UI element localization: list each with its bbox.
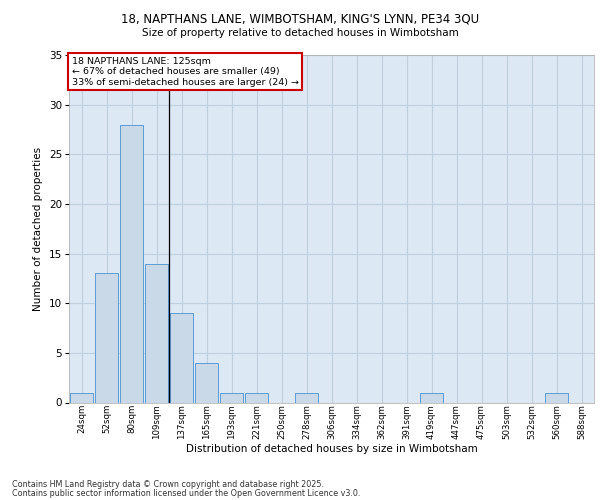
Bar — [170, 313, 193, 402]
Bar — [245, 392, 268, 402]
Bar — [420, 392, 443, 402]
Bar — [145, 264, 168, 402]
Text: Size of property relative to detached houses in Wimbotsham: Size of property relative to detached ho… — [142, 28, 458, 38]
Bar — [220, 392, 243, 402]
Text: Contains HM Land Registry data © Crown copyright and database right 2025.: Contains HM Land Registry data © Crown c… — [12, 480, 324, 489]
Y-axis label: Number of detached properties: Number of detached properties — [33, 146, 43, 311]
Bar — [295, 392, 318, 402]
Text: Contains public sector information licensed under the Open Government Licence v3: Contains public sector information licen… — [12, 488, 361, 498]
Text: 18, NAPTHANS LANE, WIMBOTSHAM, KING'S LYNN, PE34 3QU: 18, NAPTHANS LANE, WIMBOTSHAM, KING'S LY… — [121, 12, 479, 26]
Bar — [70, 392, 93, 402]
Bar — [120, 124, 143, 402]
Text: 18 NAPTHANS LANE: 125sqm
← 67% of detached houses are smaller (49)
33% of semi-d: 18 NAPTHANS LANE: 125sqm ← 67% of detach… — [71, 56, 299, 86]
Bar — [95, 274, 118, 402]
X-axis label: Distribution of detached houses by size in Wimbotsham: Distribution of detached houses by size … — [185, 444, 478, 454]
Bar — [195, 363, 218, 403]
Bar — [545, 392, 568, 402]
